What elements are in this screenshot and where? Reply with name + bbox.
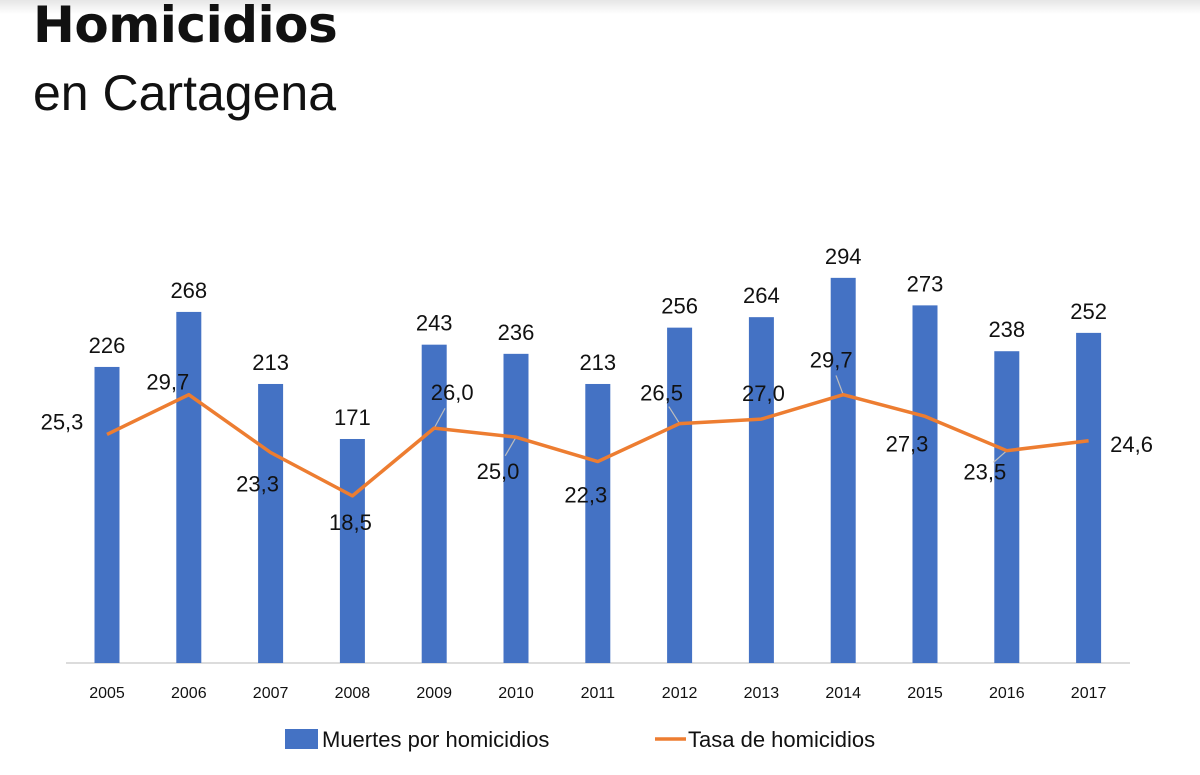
leader-line-2009 <box>433 408 446 429</box>
rate-label-2014: 29,7 <box>810 348 853 373</box>
x-tick-2012: 2012 <box>662 685 698 702</box>
leader-line-2016 <box>993 450 1008 463</box>
rate-label-2005: 25,3 <box>41 409 84 434</box>
legend-label-bar: Muertes por homicidios <box>322 727 549 752</box>
bar-2014 <box>830 277 856 663</box>
page-subtitle: en Cartagena <box>33 65 337 121</box>
x-tick-2008: 2008 <box>335 685 371 702</box>
x-tick-2010: 2010 <box>498 685 534 702</box>
bar-label-2012: 256 <box>661 294 698 319</box>
bar-label-2005: 226 <box>89 333 126 358</box>
x-tick-2016: 2016 <box>989 685 1025 702</box>
bar-label-2016: 238 <box>988 317 1025 342</box>
page-title: Homicidios <box>33 0 338 54</box>
rate-label-2009: 26,0 <box>431 380 474 405</box>
rate-label-2017: 24,6 <box>1110 432 1153 457</box>
legend-label-line: Tasa de homicidios <box>688 727 875 752</box>
x-tick-2011: 2011 <box>581 685 616 702</box>
bar-2010 <box>503 353 529 663</box>
x-tick-2015: 2015 <box>907 685 943 702</box>
rate-label-2007: 23,3 <box>236 471 279 496</box>
x-tick-2009: 2009 <box>416 685 452 702</box>
bar-2017 <box>1076 332 1102 663</box>
rate-label-2015: 27,3 <box>886 431 929 456</box>
bar-2008 <box>339 438 365 663</box>
bar-2016 <box>994 351 1020 663</box>
bar-2013 <box>748 317 774 663</box>
rate-label-2012: 26,5 <box>640 381 683 406</box>
bar-2015 <box>912 305 938 663</box>
x-tick-2017: 2017 <box>1071 685 1107 702</box>
top-shadow <box>0 0 1200 14</box>
x-tick-2013: 2013 <box>744 685 780 702</box>
bar-label-2009: 243 <box>416 311 453 336</box>
rate-label-2010: 25,0 <box>477 459 520 484</box>
bar-2006 <box>176 311 202 663</box>
legend: Muertes por homicidios Tasa de homicidio… <box>285 727 875 752</box>
bar-label-2017: 252 <box>1070 299 1107 324</box>
bar-2007 <box>258 383 284 663</box>
bar-label-2006: 268 <box>170 278 207 303</box>
x-tick-2005: 2005 <box>89 685 125 702</box>
bar-label-2015: 273 <box>907 271 944 296</box>
bar-label-2013: 264 <box>743 283 780 308</box>
x-tick-2014: 2014 <box>825 685 861 702</box>
leader-line-2010 <box>504 436 517 457</box>
bar-label-2011: 213 <box>579 350 616 375</box>
bar-label-2008: 171 <box>334 405 371 430</box>
bar-label-2007: 213 <box>252 350 289 375</box>
rate-label-2016: 23,5 <box>963 460 1006 485</box>
bar-2012 <box>667 327 693 663</box>
rate-label-2006: 29,7 <box>146 370 189 395</box>
bar-label-2014: 294 <box>825 244 862 269</box>
leader-line-2012 <box>668 406 681 424</box>
bar-label-2010: 236 <box>498 320 535 345</box>
bar-2005 <box>94 366 120 663</box>
bar-2011 <box>585 383 611 663</box>
rate-label-2013: 27,0 <box>742 381 785 406</box>
x-tick-2006: 2006 <box>171 685 207 702</box>
rate-line <box>106 392 1089 498</box>
rate-label-2011: 22,3 <box>564 483 607 508</box>
rate-label-2008: 18,5 <box>329 510 372 535</box>
leader-line-2014 <box>835 375 844 395</box>
bar-2009 <box>421 344 447 663</box>
legend-swatch-bar <box>285 729 318 749</box>
x-tick-2007: 2007 <box>253 685 289 702</box>
